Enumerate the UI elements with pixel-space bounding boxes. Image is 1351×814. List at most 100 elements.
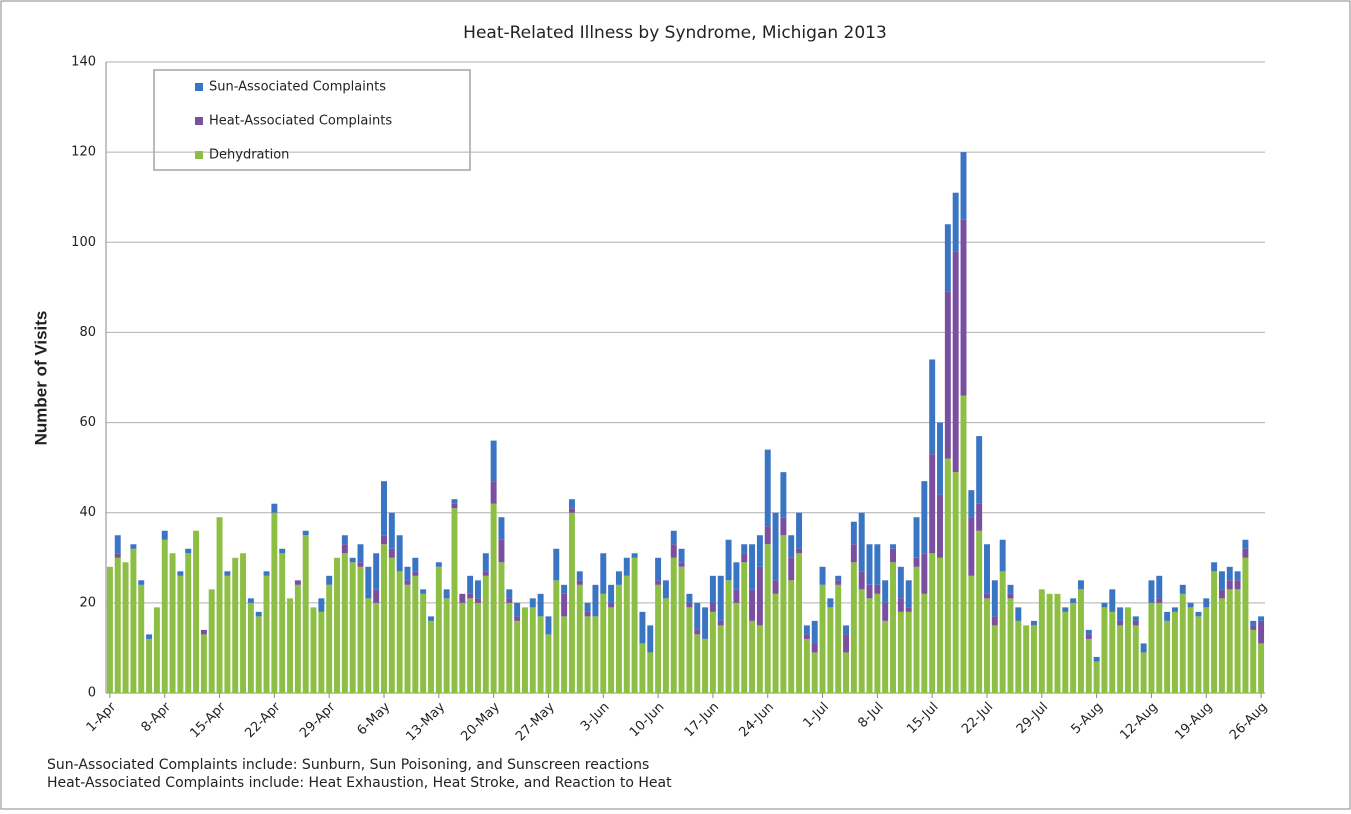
bar-segment <box>803 638 810 693</box>
y-tick-label: 0 <box>88 686 96 701</box>
bar-segment <box>694 629 701 635</box>
bar-segment <box>1077 580 1084 590</box>
bar-segment <box>968 575 975 693</box>
bar-segment <box>514 602 521 617</box>
bar-segment <box>506 589 513 599</box>
bar-segment <box>584 602 591 612</box>
bar-segment <box>874 593 881 693</box>
bar-segment <box>952 472 959 693</box>
bar-segment <box>506 598 513 603</box>
bar-segment <box>827 607 834 693</box>
bar-segment <box>1187 602 1194 608</box>
bar-segment <box>1258 620 1265 644</box>
bar-segment <box>725 580 732 693</box>
bar-segment <box>185 548 192 554</box>
bar-segment <box>1031 625 1037 693</box>
bar-segment <box>670 530 677 545</box>
bar-segment <box>944 291 951 459</box>
bar-segment <box>772 580 779 594</box>
bar-segment <box>475 602 481 693</box>
bar-segment <box>921 593 928 693</box>
bar-segment <box>467 575 474 594</box>
bar-segment <box>443 598 450 693</box>
bar-segment <box>404 580 411 585</box>
bar-segment <box>568 512 575 693</box>
bar-segment <box>224 575 231 693</box>
bar-segment <box>404 566 411 581</box>
bar-segment <box>655 557 662 581</box>
bar-segment <box>279 553 286 693</box>
bar-segment <box>764 526 771 545</box>
bar-segment <box>529 598 536 608</box>
bar-segment <box>1195 611 1202 617</box>
bar-segment <box>1015 607 1022 621</box>
bar-segment <box>1211 562 1218 572</box>
bar-segment <box>678 562 685 567</box>
bar-segment <box>396 535 403 572</box>
bar-segment <box>991 616 998 626</box>
bar-segment <box>193 530 200 693</box>
bar-segment <box>247 602 254 693</box>
bar-segment <box>138 584 145 693</box>
bar-segment <box>686 607 693 693</box>
bar-segment <box>1164 620 1171 693</box>
bar-segment <box>780 535 787 693</box>
bar-segment <box>224 571 231 576</box>
bar-segment <box>576 584 583 693</box>
bar-segment <box>388 557 395 693</box>
bar-segment <box>1109 589 1116 612</box>
bar-segment <box>890 562 896 693</box>
bar-segment <box>999 571 1006 693</box>
bar-segment <box>106 566 113 693</box>
bar-segment <box>185 553 192 693</box>
legend-swatch <box>195 117 203 125</box>
bar-segment <box>1062 607 1069 612</box>
bar-segment <box>858 512 865 572</box>
bar-segment <box>1085 634 1092 639</box>
bar-segment <box>937 557 943 693</box>
bar-segment <box>631 553 638 558</box>
y-axis-label: Number of Visits <box>31 311 50 446</box>
bar-segment <box>764 544 771 693</box>
bar-segment <box>114 557 121 693</box>
y-tick-label: 60 <box>79 415 96 430</box>
bar-segment <box>905 607 912 612</box>
bar-segment <box>702 607 709 639</box>
bar-segment <box>897 566 904 599</box>
bar-segment <box>349 562 356 693</box>
bar-segment <box>764 449 771 527</box>
bar-segment <box>717 620 724 626</box>
bar-segment <box>1195 616 1202 693</box>
bar-segment <box>858 589 865 693</box>
bar-segment <box>122 562 129 693</box>
bar-segment <box>850 562 857 693</box>
bar-segment <box>623 557 630 576</box>
bar-segment <box>709 575 716 603</box>
bar-segment <box>326 584 333 693</box>
bar-segment <box>897 598 904 612</box>
bar-segment <box>1070 598 1077 603</box>
bar-segment <box>749 620 756 693</box>
bar-segment <box>866 598 873 693</box>
bar-segment <box>341 544 348 554</box>
bar-segment <box>1234 580 1241 590</box>
bar-segment <box>1242 548 1249 558</box>
bar-segment <box>1046 593 1053 693</box>
bar-segment <box>1258 616 1265 621</box>
bar-segment <box>435 562 442 567</box>
bar-segment <box>553 548 560 581</box>
bar-segment <box>976 530 983 693</box>
bar-segment <box>733 602 740 693</box>
bar-segment <box>592 616 599 693</box>
bar-segment <box>412 575 419 693</box>
bar-segment <box>1203 598 1210 608</box>
bar-segment <box>913 557 920 567</box>
bar-segment <box>529 607 536 693</box>
bar-segment <box>514 616 521 621</box>
bar-segment <box>334 557 340 693</box>
y-tick-label: 40 <box>79 505 96 520</box>
bar-segment <box>146 638 153 693</box>
bar-segment <box>623 575 630 693</box>
bar-segment <box>161 530 168 540</box>
bar-segment <box>412 557 419 572</box>
